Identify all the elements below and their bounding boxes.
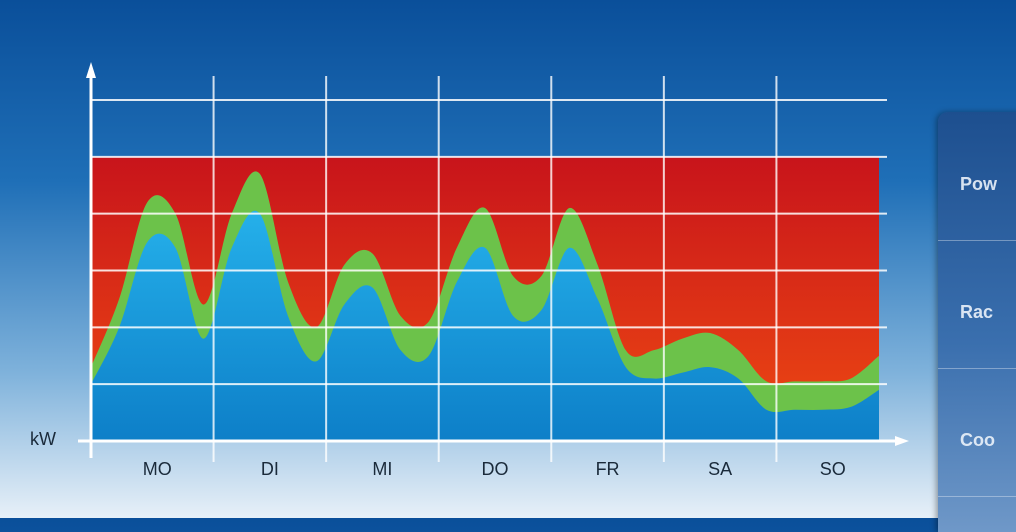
chart: MO DI MI DO FR SA SO kW: [30, 62, 909, 479]
side-panel: Pow Rac Coo: [938, 112, 1016, 532]
x-tick-label: DI: [261, 459, 279, 479]
x-tick-label: FR: [596, 459, 620, 479]
x-axis-arrow: [895, 436, 909, 446]
tick-labels: MO DI MI DO FR SA SO kW: [30, 429, 846, 479]
side-row-rack[interactable]: Rac: [938, 240, 1016, 369]
x-tick-label: SO: [820, 459, 846, 479]
side-row-label: Pow: [960, 174, 998, 194]
x-tick-label: DO: [482, 459, 509, 479]
y-axis-label: kW: [30, 429, 56, 449]
side-row-power[interactable]: Pow: [938, 112, 1016, 241]
gridlines: [91, 76, 887, 462]
x-tick-label: SA: [708, 459, 732, 479]
y-axis-arrow: [86, 62, 96, 78]
x-tick-label: MI: [372, 459, 392, 479]
side-row-label: Rac: [960, 302, 994, 322]
x-tick-label: MO: [143, 459, 172, 479]
side-row-label: Coo: [960, 430, 995, 450]
side-row-cooling[interactable]: Coo: [938, 368, 1016, 497]
axes: [78, 62, 909, 458]
